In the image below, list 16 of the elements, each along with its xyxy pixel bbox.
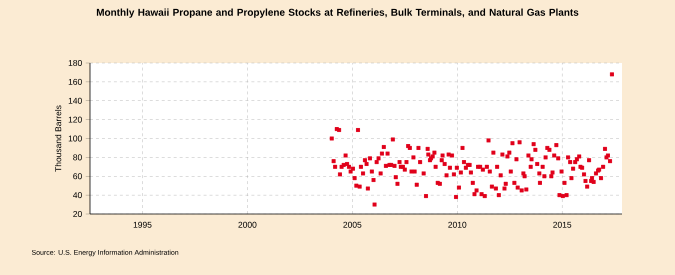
- y-tick-label: 120: [68, 116, 82, 123]
- x-tick-label: 2000: [238, 222, 256, 228]
- y-tick-label: 80: [73, 154, 82, 160]
- y-tick-label: 40: [73, 192, 82, 198]
- y-axis-title: Thousand Barrels: [55, 105, 62, 172]
- y-tick-label: 60: [73, 173, 82, 180]
- x-tick-label: 2005: [343, 222, 362, 228]
- y-tick-label: 180: [68, 60, 82, 66]
- x-tick-label: 2010: [448, 222, 466, 228]
- y-tick-label: 140: [68, 98, 82, 104]
- y-tick-label: 20: [73, 211, 82, 217]
- x-tick-label: 1995: [134, 222, 152, 228]
- chart-title: Monthly Hawaii Propane and Propylene Stocks at Refineries, Bulk Terminals, and Natural Gas Plants: [96, 8, 578, 18]
- x-tick-label: 2015: [553, 222, 572, 228]
- y-tick-label: 100: [68, 136, 82, 142]
- y-tick-label: 160: [68, 78, 82, 85]
